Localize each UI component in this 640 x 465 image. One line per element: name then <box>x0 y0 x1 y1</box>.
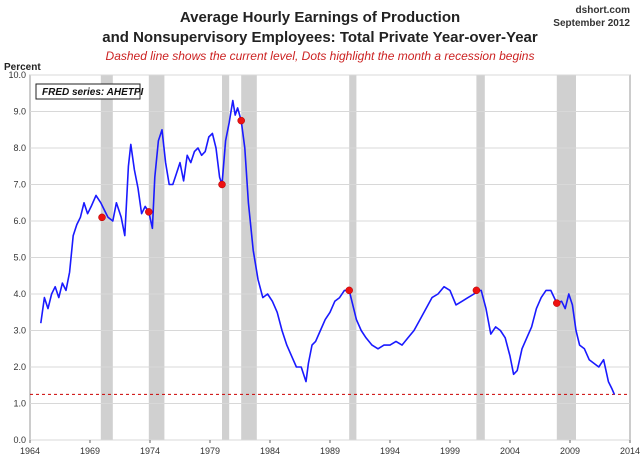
y-tick-label: 2.0 <box>13 362 26 372</box>
y-tick-label: 9.0 <box>13 107 26 117</box>
x-tick-label: 2014 <box>620 446 640 456</box>
recession-start-dot-2 <box>218 180 226 189</box>
chart-subtitle: Dashed line shows the current level, Dot… <box>106 49 535 63</box>
recession-start-dot-3 <box>237 116 245 125</box>
x-tick-label: 1994 <box>380 446 400 456</box>
chart-title-line2: and Nonsupervisory Employees: Total Priv… <box>102 29 538 46</box>
y-tick-label: 7.0 <box>13 180 26 190</box>
source-date-label: September 2012 <box>553 18 630 29</box>
legend-label: FRED series: AHETPI <box>42 87 144 98</box>
y-axis-label: Percent <box>4 62 41 73</box>
y-tick-label: 0.0 <box>13 435 26 445</box>
x-tick-label: 1974 <box>140 446 160 456</box>
x-tick-label: 1979 <box>200 446 220 456</box>
x-axis-ticks: 1964 1969 1974 1979 1984 1989 1994 1999 2004 2009… <box>20 440 640 456</box>
recession-start-dot-6 <box>553 299 561 307</box>
x-tick-label: 1999 <box>440 446 460 456</box>
x-tick-label: 1989 <box>320 446 340 456</box>
y-tick-label: 4.0 <box>13 289 26 299</box>
x-tick-label: 2009 <box>560 446 580 456</box>
y-tick-label: 6.0 <box>13 216 26 226</box>
recession-start-dot-5 <box>472 286 481 295</box>
y-tick-label: 8.0 <box>13 143 26 153</box>
y-tick-label: 5.0 <box>13 253 26 263</box>
y-axis-ticks: 0.0 1.0 2.0 3.0 4.0 5.0 6.0 7.0 8.0 9.0 10.0 <box>8 70 26 445</box>
x-tick-label: 2004 <box>500 446 520 456</box>
series-line-ahetpi <box>40 99 616 395</box>
recession-start-dot-4 <box>345 286 353 295</box>
y-tick-label: 3.0 <box>13 326 26 336</box>
x-tick-label: 1984 <box>260 446 280 456</box>
chart-title-line1: Average Hourly Earnings of Production <box>180 9 460 26</box>
y-tick-label: 1.0 <box>13 399 26 409</box>
recession-start-dots <box>98 116 561 307</box>
x-tick-label: 1969 <box>80 446 100 456</box>
y-tick-label: 10.0 <box>8 70 26 80</box>
gridlines <box>30 74 630 441</box>
recession-start-dot-0 <box>98 213 106 222</box>
recession-start-dot-1 <box>145 208 153 216</box>
legend-box <box>35 83 141 100</box>
x-tick-label: 1964 <box>20 446 40 456</box>
source-site-label: dshort.com <box>576 5 631 16</box>
